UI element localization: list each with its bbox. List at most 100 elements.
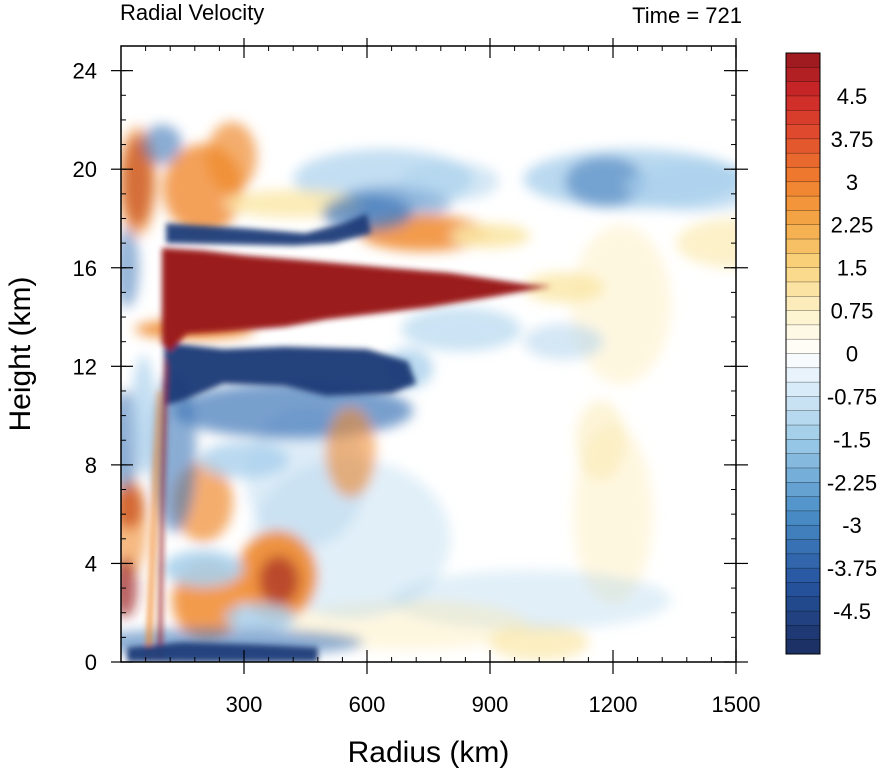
chart-title-left: Radial Velocity bbox=[120, 0, 265, 25]
colorbar-tick-label: -0.75 bbox=[827, 384, 877, 409]
colorbar: 4.5 3.75 3 2.25 1.5 0.75 0 -0.75 -1.5 -2.25 -3 -3.7… bbox=[785, 52, 877, 655]
x-tick-label: 300 bbox=[226, 692, 263, 717]
colorbar-segment bbox=[786, 167, 820, 183]
field-blob bbox=[676, 218, 736, 269]
colorbar-segment bbox=[786, 339, 820, 354]
y-tick-label: 4 bbox=[85, 551, 97, 576]
colorbar-segment bbox=[786, 625, 820, 640]
y-tick-label: 12 bbox=[73, 354, 97, 379]
colorbar-segment bbox=[786, 382, 820, 397]
colorbar-tick-label: 0 bbox=[846, 342, 858, 367]
velocity-field-core bbox=[127, 213, 552, 662]
field-blob bbox=[325, 407, 376, 498]
colorbar-segment bbox=[786, 138, 820, 154]
field-blob bbox=[206, 121, 257, 192]
field-blob bbox=[401, 307, 522, 352]
y-tick-label: 8 bbox=[85, 453, 97, 478]
y-axis-label: Height (km) bbox=[4, 276, 37, 431]
field-band bbox=[145, 391, 161, 662]
colorbar-segment bbox=[786, 324, 820, 340]
colorbar-tick-label: -1.5 bbox=[833, 427, 871, 452]
plot-frame bbox=[120, 45, 737, 663]
colorbar-frame bbox=[785, 52, 821, 655]
colorbar-segment bbox=[786, 239, 820, 254]
velocity-field-smooth bbox=[121, 121, 736, 661]
colorbar-segment bbox=[786, 124, 820, 140]
field-blob bbox=[121, 476, 148, 577]
colorbar-tick-label: -3.75 bbox=[827, 556, 877, 581]
field-band bbox=[164, 331, 417, 406]
colorbar-tick-label: 1.5 bbox=[837, 256, 868, 281]
colorbar-segment bbox=[786, 496, 820, 512]
field-blob bbox=[564, 156, 645, 207]
field-blob bbox=[199, 441, 289, 478]
chart-title-right: Time = 721 bbox=[632, 3, 742, 28]
colorbar-tick-label: 3.75 bbox=[831, 127, 874, 152]
colorbar-segment bbox=[786, 53, 820, 68]
y-tick-label: 24 bbox=[73, 59, 97, 84]
colorbar-segment bbox=[786, 95, 820, 111]
y-tick-label: 20 bbox=[73, 157, 97, 182]
colorbar-segment bbox=[786, 539, 820, 555]
field-blob bbox=[523, 272, 604, 303]
field-blob bbox=[399, 161, 499, 202]
colorbar-segment bbox=[786, 253, 820, 268]
field-blob bbox=[575, 400, 626, 481]
x-tick-label: 600 bbox=[349, 692, 386, 717]
field-blob bbox=[322, 195, 412, 232]
colorbar-segment bbox=[786, 181, 820, 197]
field-blob bbox=[625, 161, 736, 212]
field-blob bbox=[142, 124, 182, 165]
colorbar-segment bbox=[786, 510, 820, 526]
colorbar-segment bbox=[786, 425, 820, 440]
colorbar-segment bbox=[786, 210, 820, 226]
colorbar-segment bbox=[786, 453, 820, 469]
colorbar-segment bbox=[786, 296, 820, 311]
colorbar-segment bbox=[786, 482, 820, 497]
field-blob bbox=[163, 550, 243, 587]
x-tick-label: 900 bbox=[472, 692, 509, 717]
colorbar-segment bbox=[786, 596, 820, 612]
axes: 300 600 900 1200 1500 0 4 8 12 16 20 24 Radius (km) H… bbox=[4, 38, 760, 769]
colorbar-segment bbox=[786, 439, 820, 454]
field-blob bbox=[258, 555, 299, 606]
colorbar-segment bbox=[786, 310, 820, 326]
colorbar-segment bbox=[786, 153, 820, 168]
y-tick-label: 0 bbox=[85, 650, 97, 675]
colorbar-segment bbox=[786, 525, 820, 540]
colorbar-segment bbox=[786, 110, 820, 125]
colorbar-tick-label: -4.5 bbox=[833, 599, 871, 624]
colorbar-segment bbox=[786, 639, 820, 655]
colorbar-segment bbox=[786, 267, 820, 283]
colorbar-segment bbox=[786, 81, 820, 97]
field-band bbox=[127, 642, 318, 662]
colorbar-segment bbox=[786, 67, 820, 82]
field-blob bbox=[225, 603, 296, 632]
colorbar-tick-label: 3 bbox=[846, 170, 858, 195]
colorbar-segment bbox=[786, 224, 820, 240]
field-blob bbox=[523, 323, 604, 360]
field-band bbox=[166, 213, 372, 246]
x-axis-label: Radius (km) bbox=[348, 736, 510, 769]
field-band bbox=[162, 248, 552, 352]
colorbar-segment bbox=[786, 410, 820, 426]
colorbar-tick-label: 0.75 bbox=[831, 299, 874, 324]
colorbar-segment bbox=[786, 353, 820, 369]
colorbar-tick-label: -2.25 bbox=[827, 470, 877, 495]
colorbar-segment bbox=[786, 582, 820, 598]
y-tick-label: 16 bbox=[73, 256, 97, 281]
colorbar-segment bbox=[786, 196, 820, 211]
colorbar-segment bbox=[786, 553, 820, 569]
colorbar-segment bbox=[786, 611, 820, 626]
colorbar-segment bbox=[786, 467, 820, 483]
colorbar-segment bbox=[786, 396, 820, 412]
x-tick-label: 1200 bbox=[589, 692, 638, 717]
colorbar-tick-label: 4.5 bbox=[837, 84, 868, 109]
colorbar-segment bbox=[786, 367, 820, 383]
colorbar-segment bbox=[786, 568, 820, 583]
field-blob bbox=[571, 224, 672, 385]
field-band bbox=[157, 354, 168, 662]
colorbar-tick-label: -3 bbox=[842, 513, 862, 538]
colorbar-segment bbox=[786, 281, 820, 297]
